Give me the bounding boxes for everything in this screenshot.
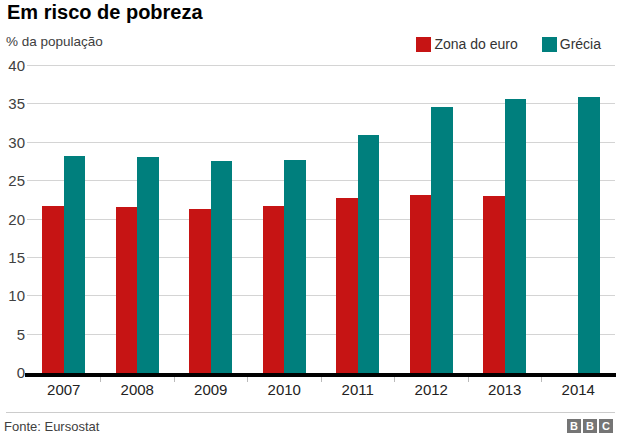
bar-zona-do-euro-2013	[483, 196, 505, 373]
x-tick-label: 2008	[101, 381, 175, 398]
legend-label-grecia: Grécia	[560, 36, 601, 52]
bar-grécia-2014	[578, 97, 600, 373]
y-tick-label: 20	[0, 212, 25, 228]
bar-grécia-2011	[358, 135, 380, 373]
x-tick-label: 2010	[248, 381, 322, 398]
bar-grécia-2013	[505, 99, 527, 373]
bar-zona-do-euro-2007	[42, 206, 64, 373]
y-tick-label: 15	[0, 250, 25, 266]
bar-zona-do-euro-2009	[189, 209, 211, 373]
bar-grécia-2008	[137, 157, 159, 373]
bar-zona-do-euro-2012	[410, 195, 432, 373]
x-tick-label: 2012	[395, 381, 469, 398]
bbc-logo-letter: B	[567, 419, 581, 433]
bar-grécia-2007	[64, 156, 86, 373]
x-tick-label: 2009	[174, 381, 248, 398]
bar-grécia-2009	[211, 161, 233, 373]
bbc-logo-letter: B	[583, 419, 597, 433]
x-tick-label: 2013	[468, 381, 542, 398]
x-tick-label: 2011	[321, 381, 395, 398]
y-axis-unit-label: % da população	[6, 34, 103, 49]
bar-zona-do-euro-2010	[263, 206, 285, 373]
x-axis-tick	[394, 377, 395, 382]
bar-group-2011	[321, 135, 395, 373]
y-tick-label: 0	[0, 365, 25, 381]
legend-item-grecia: Grécia	[542, 36, 601, 52]
y-tick-label: 5	[0, 327, 25, 343]
y-tick-label: 40	[0, 58, 25, 74]
x-axis-tick	[247, 377, 248, 382]
x-axis-tick	[468, 377, 469, 382]
footer-divider	[6, 412, 615, 413]
bar-group-2008	[101, 157, 175, 373]
bar-group-2007	[27, 156, 101, 373]
legend-label-euro: Zona do euro	[434, 36, 517, 52]
y-tick-label: 25	[0, 173, 25, 189]
plot-area	[27, 66, 615, 373]
bar-grécia-2012	[431, 107, 453, 373]
bar-group-2012	[395, 107, 469, 373]
legend-item-euro: Zona do euro	[416, 36, 517, 52]
x-tick-label: 2007	[27, 381, 101, 398]
gridline	[27, 65, 615, 66]
x-tick-label: 2014	[542, 381, 616, 398]
x-axis-tick	[100, 377, 101, 382]
bar-zona-do-euro-2008	[116, 207, 138, 373]
chart-title: Em risco de pobreza	[7, 1, 203, 24]
x-axis-tick	[174, 377, 175, 382]
bbc-logo: B B C	[567, 419, 613, 433]
bar-group-2009	[174, 161, 248, 373]
x-axis-tick	[321, 377, 322, 382]
bar-zona-do-euro-2011	[336, 198, 358, 373]
legend-swatch-grecia	[542, 37, 557, 52]
bar-group-2013	[468, 99, 542, 373]
bbc-logo-letter: C	[599, 419, 613, 433]
y-tick-label: 30	[0, 135, 25, 151]
bar-group-2014	[542, 97, 616, 373]
source-note: Fonte: Eursostat	[4, 419, 99, 434]
y-tick-label: 35	[0, 96, 25, 112]
x-axis-tick	[541, 377, 542, 382]
legend: Zona do euro Grécia	[416, 36, 601, 52]
bar-grécia-2010	[284, 160, 306, 373]
legend-swatch-euro	[416, 37, 431, 52]
bar-group-2010	[248, 160, 322, 373]
y-tick-label: 10	[0, 288, 25, 304]
